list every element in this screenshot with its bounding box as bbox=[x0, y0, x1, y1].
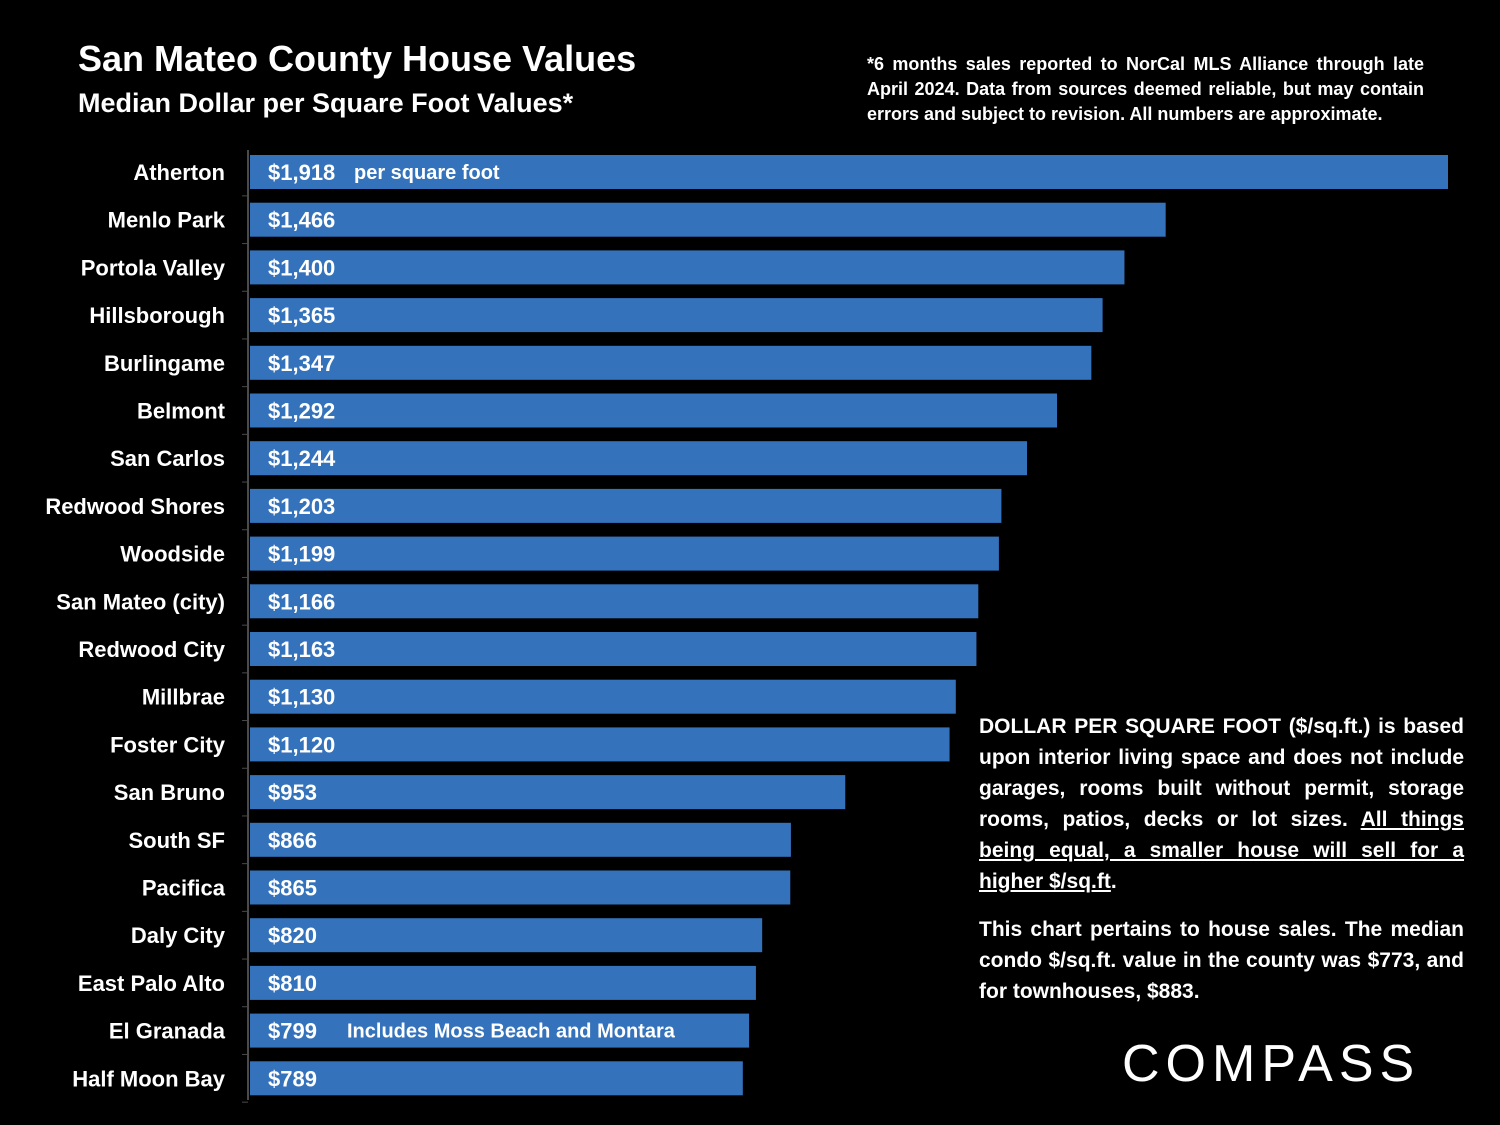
value-label-san-mateo-city: $1,166 bbox=[268, 589, 335, 614]
category-label-atherton: Atherton bbox=[133, 160, 225, 185]
bar-east-palo-alto bbox=[250, 965, 756, 1000]
note-paragraph-definition: DOLLAR PER SQUARE FOOT ($/sq.ft.) is bas… bbox=[979, 711, 1464, 897]
value-label-menlo-park: $1,466 bbox=[268, 208, 335, 233]
value-label-pacifica: $865 bbox=[268, 876, 317, 901]
category-label-daly-city: Daly City bbox=[131, 923, 226, 948]
category-label-san-carlos: San Carlos bbox=[110, 446, 225, 471]
category-label-east-palo-alto: East Palo Alto bbox=[78, 971, 225, 996]
note-definition-text: DOLLAR PER SQUARE FOOT ($/sq.ft.) is bas… bbox=[979, 715, 1464, 831]
bar-san-mateo-city bbox=[250, 584, 979, 619]
source-footnote: *6 months sales reported to NorCal MLS A… bbox=[867, 54, 1424, 124]
category-label-burlingame: Burlingame bbox=[104, 351, 225, 376]
bar-redwood-shores bbox=[250, 488, 1002, 523]
value-label-redwood-city: $1,163 bbox=[268, 637, 335, 662]
bar-belmont bbox=[250, 393, 1057, 428]
bar-san-carlos bbox=[250, 441, 1028, 476]
category-label-half-moon-bay: Half Moon Bay bbox=[72, 1066, 226, 1091]
value-label-east-palo-alto: $810 bbox=[268, 971, 317, 996]
bar-redwood-city bbox=[250, 632, 977, 666]
value-label-daly-city: $820 bbox=[268, 923, 317, 948]
chart-subtitle: Median Dollar per Square Foot Values* bbox=[78, 88, 574, 118]
category-label-el-granada: El Granada bbox=[109, 1019, 226, 1044]
bar-hillsborough bbox=[250, 298, 1103, 333]
note-period: . bbox=[1110, 870, 1117, 893]
chart-title: San Mateo County House Values bbox=[78, 38, 637, 79]
dollar-per-sqft-note: DOLLAR PER SQUARE FOOT ($/sq.ft.) is bas… bbox=[979, 711, 1464, 1024]
annotation-el-granada: Includes Moss Beach and Montara bbox=[347, 1021, 676, 1043]
bar-foster-city bbox=[250, 727, 950, 762]
bar-burlingame bbox=[250, 345, 1092, 380]
value-label-atherton: $1,918 bbox=[268, 160, 335, 185]
category-label-portola-valley: Portola Valley bbox=[81, 255, 226, 280]
value-label-burlingame: $1,347 bbox=[268, 351, 335, 376]
category-label-hillsborough: Hillsborough bbox=[89, 303, 225, 328]
value-label-woodside: $1,199 bbox=[268, 542, 335, 567]
value-label-half-moon-bay: $789 bbox=[268, 1066, 317, 1091]
value-label-south-sf: $866 bbox=[268, 828, 317, 853]
value-label-san-carlos: $1,244 bbox=[268, 446, 336, 471]
value-label-hillsborough: $1,365 bbox=[268, 303, 335, 328]
note-underlined-text: All things being equal, a smaller house … bbox=[979, 808, 1464, 893]
bar-pacifica bbox=[250, 870, 791, 905]
bar-daly-city bbox=[250, 918, 763, 953]
annotation-atherton: per square foot bbox=[354, 162, 500, 184]
category-label-belmont: Belmont bbox=[137, 399, 226, 424]
category-label-san-bruno: San Bruno bbox=[114, 780, 225, 805]
category-label-pacifica: Pacifica bbox=[142, 876, 226, 901]
value-label-foster-city: $1,120 bbox=[268, 732, 335, 757]
bar-portola-valley bbox=[250, 250, 1125, 285]
category-label-foster-city: Foster City bbox=[110, 732, 226, 757]
bar-woodside bbox=[250, 536, 999, 571]
compass-logo: COMPASS bbox=[1122, 1035, 1421, 1093]
bar-half-moon-bay bbox=[250, 1061, 743, 1096]
category-label-san-mateo-city: San Mateo (city) bbox=[56, 589, 225, 614]
category-label-redwood-city: Redwood City bbox=[78, 637, 225, 662]
note-paragraph-condo: This chart pertains to house sales. The … bbox=[979, 918, 1464, 1003]
bar-san-bruno bbox=[250, 775, 846, 810]
value-label-redwood-shores: $1,203 bbox=[268, 494, 335, 519]
category-label-millbrae: Millbrae bbox=[142, 685, 225, 710]
bar-atherton bbox=[250, 155, 1448, 189]
value-label-belmont: $1,292 bbox=[268, 399, 335, 424]
value-label-millbrae: $1,130 bbox=[268, 685, 335, 710]
value-label-san-bruno: $953 bbox=[268, 780, 317, 805]
bars-group: Atherton $1,918 per square foot Menlo Park $… bbox=[45, 155, 1448, 1103]
category-label-south-sf: South SF bbox=[128, 828, 225, 853]
bar-millbrae bbox=[250, 679, 956, 714]
value-label-portola-valley: $1,400 bbox=[268, 255, 335, 280]
category-label-woodside: Woodside bbox=[120, 542, 225, 567]
bar-menlo-park bbox=[250, 202, 1166, 237]
bar-el-granada bbox=[250, 1013, 750, 1048]
value-label-el-granada: $799 bbox=[268, 1019, 317, 1044]
bar-south-sf bbox=[250, 822, 791, 857]
category-label-menlo-park: Menlo Park bbox=[108, 208, 226, 233]
category-label-redwood-shores: Redwood Shores bbox=[45, 494, 225, 519]
